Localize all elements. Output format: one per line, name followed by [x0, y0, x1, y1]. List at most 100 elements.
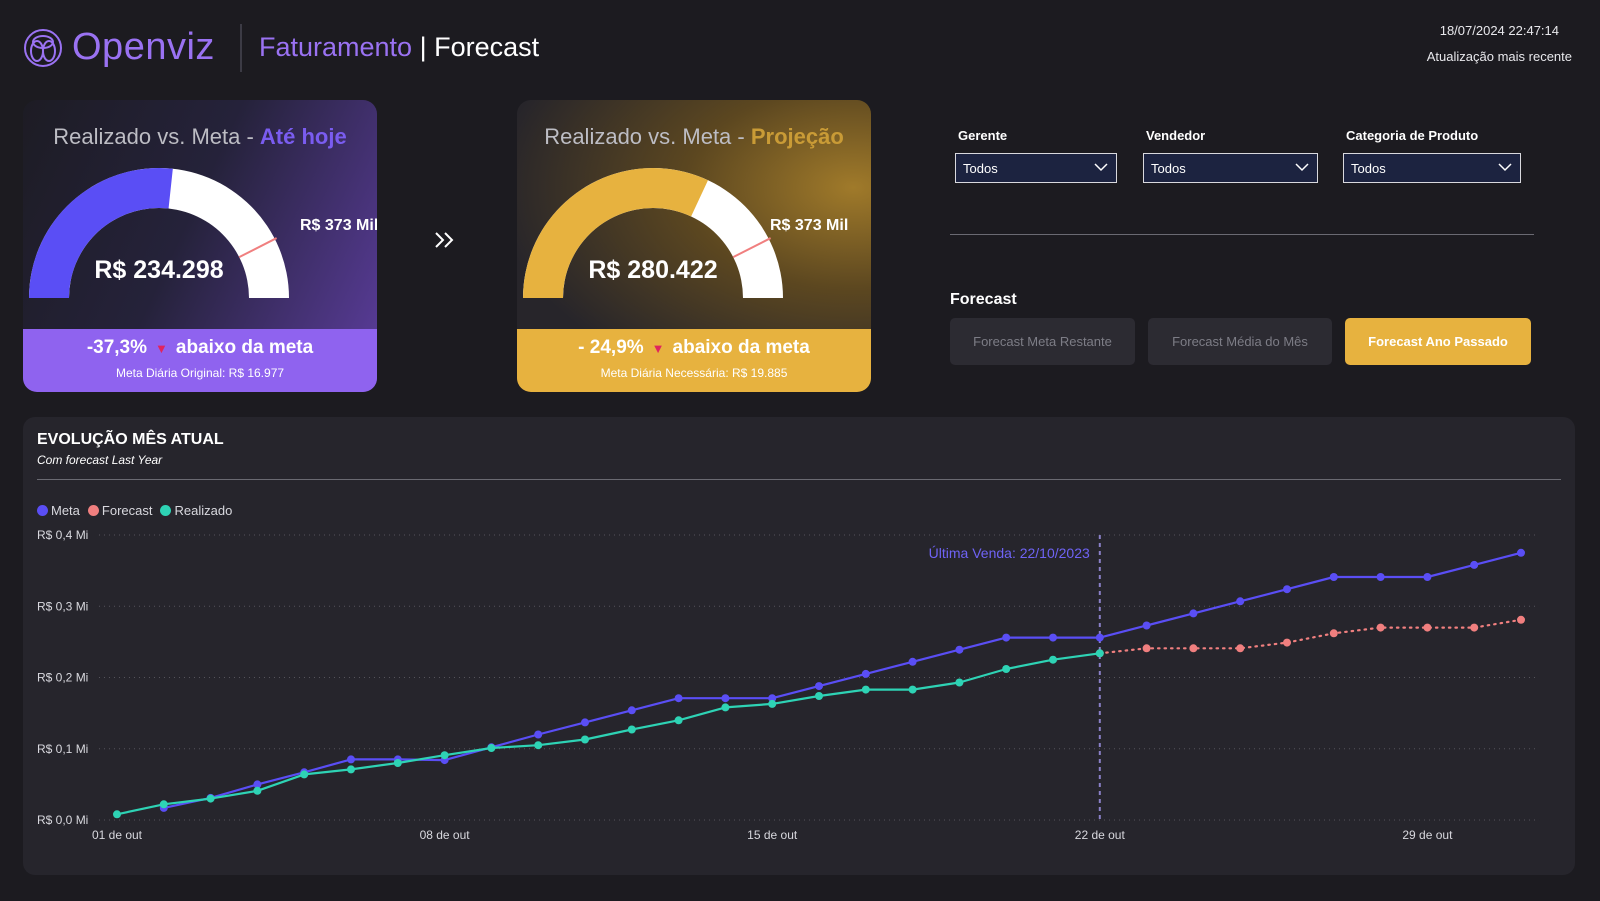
data-point-meta [1142, 621, 1151, 630]
gauge-target-label: R$ 373 Mil [770, 217, 848, 234]
daily-target: Meta Diária Original: R$ 16.977 [115, 366, 285, 380]
delta-line: -37,3% ▼ abaixo da meta [23, 337, 377, 359]
data-point-realizado [393, 759, 402, 767]
data-point-realizado [206, 794, 215, 803]
data-point-meta [1049, 633, 1057, 642]
data-point-meta [1376, 573, 1385, 581]
data-point-realizado [815, 692, 823, 700]
data-point-realizado [674, 716, 683, 725]
card-footer: - 24,9% ▼ abaixo da meta Meta Diária Neces… [517, 329, 871, 392]
data-point-meta [955, 645, 964, 654]
data-point-forecast [1236, 644, 1245, 653]
chevron-down-icon [1295, 163, 1309, 172]
data-point-realizado [487, 744, 496, 752]
card-title-highlight: Projeção [750, 124, 844, 149]
data-point-forecast [1517, 615, 1525, 624]
section-divider [950, 234, 1534, 235]
double-chevron-right-icon [435, 232, 454, 248]
data-point-meta [253, 780, 262, 789]
gauge-value: R$ 234.298 [94, 256, 223, 284]
forecast-meta-restante-button[interactable]: Forecast Meta Restante [950, 318, 1135, 365]
page-title: Faturamento | Forecast [259, 32, 539, 63]
data-point-meta [1423, 573, 1432, 581]
delta-text: abaixo da meta [672, 337, 810, 358]
card-realizado-projecao: Realizado vs. Meta - Projeção R$ 373 Mil… [517, 100, 871, 392]
y-tick-label: R$ 0,3 Mi [37, 599, 88, 613]
x-tick-label: 08 de out [420, 828, 471, 842]
filter-label-categoria: Categoria de Produto [1346, 128, 1479, 143]
gauge-chart: R$ 373 Mil R$ 280.422 [523, 167, 848, 298]
gauge-fill [523, 167, 708, 298]
evolution-chart-panel: EVOLUÇÃO MÊS ATUAL Com forecast Last Yea… [23, 417, 1575, 875]
evolution-line-chart: R$ 0,0 Mi R$ 0,1 Mi R$ 0,2 Mi R$ 0,3 Mi R$ 0… [37, 528, 1539, 842]
data-point-meta [815, 682, 823, 691]
delta-text: abaixo da meta [175, 337, 314, 358]
data-point-realizado [347, 765, 355, 774]
refresh-timestamp: 18/07/2024 22:47:14 [1439, 23, 1559, 38]
forecast-media-mes-button[interactable]: Forecast Média do Mês [1148, 318, 1332, 365]
filter-dropdown-categoria[interactable]: Todos [1343, 153, 1521, 183]
data-point-forecast [1283, 638, 1291, 647]
header-divider [240, 24, 242, 72]
data-point-forecast [1142, 644, 1151, 653]
data-point-meta [1095, 633, 1104, 642]
gauge-fill [29, 168, 173, 298]
series-line-realizado [116, 652, 1100, 816]
data-point-meta [768, 694, 777, 703]
card-footer: -37,3% ▼ abaixo da meta Meta Diária Origin… [23, 329, 377, 392]
openviz-logo-icon [24, 28, 62, 67]
filter-label-gerente: Gerente [958, 128, 1008, 143]
series-line-meta [163, 551, 1522, 809]
card-title: Realizado vs. Meta - Até hoje [23, 124, 377, 150]
data-point-forecast [1189, 644, 1198, 653]
legend-dot [37, 505, 48, 516]
legend-item-meta[interactable]: Meta [37, 503, 80, 518]
card-title-highlight: Até hoje [259, 124, 347, 149]
series-line-forecast [1098, 618, 1523, 655]
data-point-meta [1002, 633, 1011, 642]
data-point-forecast [1470, 623, 1479, 632]
legend-label: Meta [51, 503, 80, 518]
down-arrow-icon: ▼ [651, 341, 665, 356]
data-point-realizado [113, 810, 121, 819]
chart-divider [37, 479, 1561, 480]
x-tick-label: 29 de out [1402, 828, 1453, 842]
delta-percent: - 24,9% [578, 337, 644, 358]
legend-item-forecast[interactable]: Forecast [87, 503, 152, 518]
data-point-meta [1329, 573, 1338, 581]
card-title: Realizado vs. Meta - Projeção [517, 124, 871, 150]
data-point-realizado [1002, 665, 1011, 673]
gauge-target-marker [238, 237, 278, 259]
data-point-forecast [1329, 629, 1338, 638]
data-point-realizado [1049, 655, 1057, 664]
y-tick-label: R$ 0,2 Mi [37, 671, 88, 685]
legend-dot [160, 505, 172, 516]
chevron-down-icon [1498, 163, 1512, 172]
down-arrow-icon: ▼ [155, 341, 168, 356]
data-point-forecast [1423, 623, 1432, 632]
data-point-meta [674, 694, 683, 703]
daily-target: Meta Diária Necessária: R$ 19.885 [600, 366, 788, 380]
delta-percent: -37,3% [86, 337, 148, 358]
data-point-forecast [1376, 623, 1385, 632]
legend-item-realizado[interactable]: Realizado [160, 503, 232, 518]
data-point-meta [1236, 597, 1245, 606]
data-point-meta [1283, 585, 1291, 594]
data-point-realizado [534, 741, 543, 750]
filter-dropdown-gerente[interactable]: Todos [955, 153, 1117, 183]
data-point-meta [721, 694, 730, 703]
data-point-meta [347, 755, 355, 764]
forecast-ano-passado-button[interactable]: Forecast Ano Passado [1345, 318, 1531, 365]
data-point-realizado [300, 770, 309, 779]
data-point-realizado [768, 699, 777, 708]
y-tick-label: R$ 0,0 Mi [37, 813, 88, 827]
card-title-prefix: Realizado vs. Meta - [53, 124, 260, 149]
filter-dropdown-vendedor[interactable]: Todos [1143, 153, 1318, 183]
brand-name: Openviz [72, 26, 215, 68]
data-point-realizado [253, 786, 262, 795]
forecast-section-label: Forecast [950, 291, 1017, 308]
data-point-meta [581, 718, 589, 727]
legend-dot [87, 505, 99, 516]
data-point-realizado [440, 751, 449, 760]
data-point-realizado [1095, 649, 1104, 658]
